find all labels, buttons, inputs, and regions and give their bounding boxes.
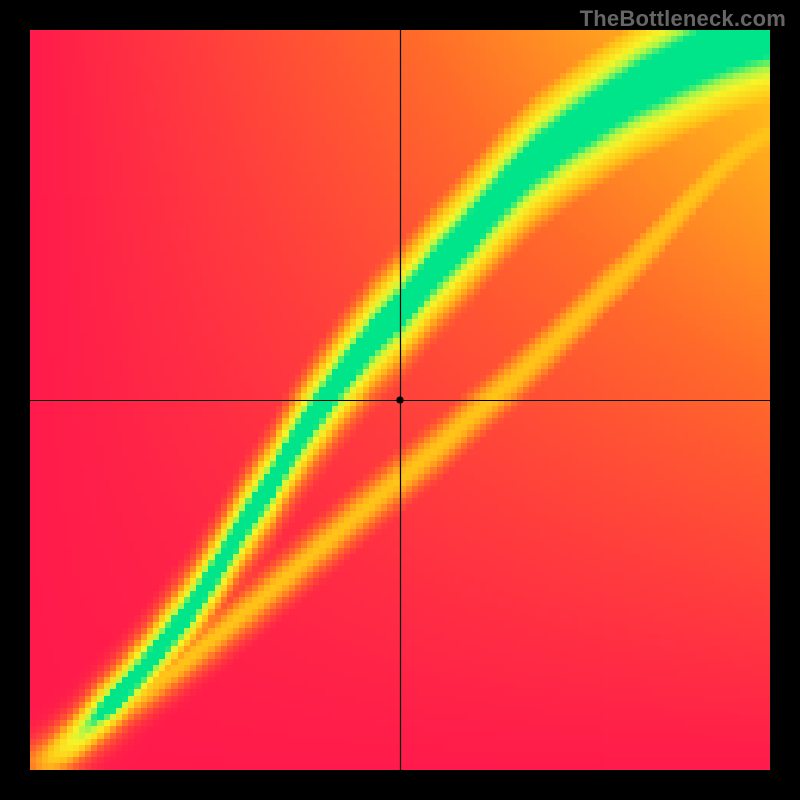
watermark-text: TheBottleneck.com <box>580 6 786 32</box>
chart-container: TheBottleneck.com <box>0 0 800 800</box>
heatmap-canvas <box>30 30 770 770</box>
heatmap-plot-area <box>30 30 770 770</box>
